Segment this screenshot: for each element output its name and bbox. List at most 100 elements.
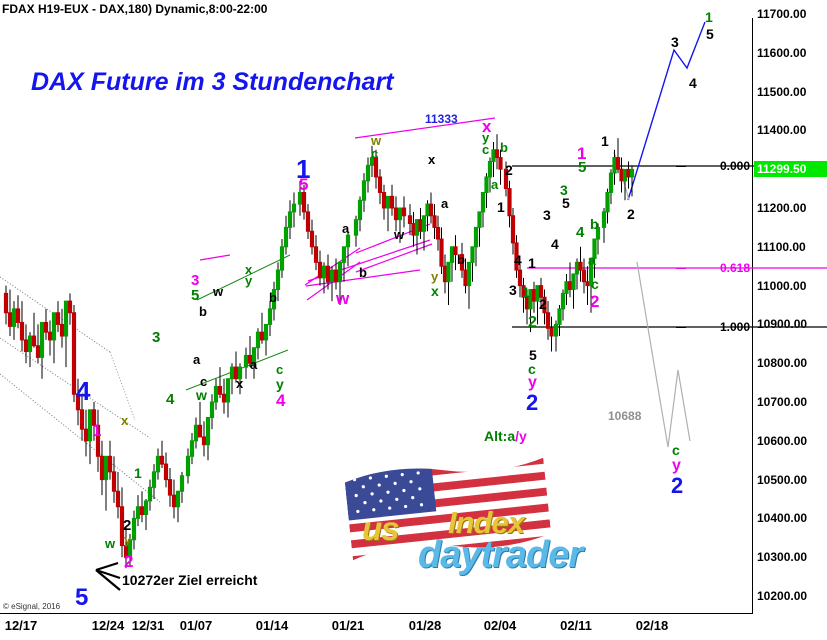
wave-label: x: [428, 152, 436, 167]
candle-body: [494, 149, 500, 159]
alt-suffix: y: [519, 428, 527, 444]
wave-label: 5: [75, 584, 89, 611]
wave-label: 5: [299, 175, 309, 194]
candle-body: [243, 354, 249, 368]
price-tick-label: 10400.00: [757, 511, 808, 526]
candle-body: [135, 506, 141, 519]
wave-label: c: [482, 142, 490, 157]
candle-body: [521, 285, 526, 298]
candle-body: [287, 211, 293, 228]
date-axis[interactable]: 12/17 12/24 12/31 01/07 01/14 01/21 01/28 02/04…: [0, 614, 827, 640]
wave-label: x: [482, 117, 492, 136]
wave-label: 1: [497, 199, 505, 215]
candle-body: [480, 191, 486, 213]
wave-label: c: [672, 442, 680, 458]
chart-plot-frame: [0, 18, 753, 614]
logo-text-index: Index: [448, 505, 525, 540]
candle-body: [131, 517, 137, 541]
candle-body: [439, 238, 444, 267]
wave-label: w: [105, 536, 116, 551]
date-tick-label: 01/07: [179, 618, 213, 633]
wave-label: b: [457, 252, 465, 267]
wave-label: 4: [166, 391, 175, 408]
candle-body: [389, 195, 395, 209]
candle-body: [491, 149, 496, 162]
wave-label: w: [371, 133, 382, 148]
candle-body: [3, 292, 9, 314]
candle-body: [407, 215, 413, 225]
candle-body: [605, 191, 610, 213]
wave-label: 2: [505, 162, 513, 178]
candle-body: [553, 323, 559, 337]
wave-label: w: [394, 227, 405, 242]
candle-body: [51, 312, 57, 341]
candle-body: [377, 176, 383, 193]
candle-body: [428, 203, 434, 217]
candle-body: [353, 219, 359, 236]
candle-body: [517, 269, 523, 287]
date-tick-label: 12/24: [91, 618, 125, 633]
wave-label: a: [250, 357, 258, 372]
target-reached-annotation: 10272er Ziel erreicht: [122, 572, 258, 588]
wave-label: 2: [627, 206, 635, 222]
candle-body: [432, 215, 437, 228]
candle-body: [619, 168, 624, 182]
wave-label: c: [591, 276, 599, 292]
candle-body: [171, 494, 177, 508]
candle-body: [564, 281, 569, 294]
wave-label: 1: [601, 133, 609, 149]
candle-body: [503, 168, 509, 190]
wave-label: 5: [578, 159, 587, 176]
candle-body: [31, 335, 37, 347]
candle-body: [201, 436, 207, 446]
candle-body: [305, 211, 311, 232]
candle-body: [35, 345, 41, 358]
candle-body: [507, 188, 512, 217]
wave-label: 3: [671, 34, 679, 50]
candle-body: [453, 246, 458, 256]
candle-body: [7, 312, 13, 327]
candle-body: [459, 254, 465, 271]
wave-label: 1: [296, 154, 311, 184]
fib-tick: [676, 166, 686, 167]
candle-body: [283, 226, 289, 248]
wave-label: 4: [276, 391, 286, 410]
candle-body: [595, 226, 601, 240]
price-axis[interactable]: 11700.00 11600.00 11500.00 11400.00 11200.00…: [753, 7, 827, 614]
candle-body: [442, 265, 448, 283]
candle-body: [601, 211, 607, 228]
wave-label: 5: [706, 26, 714, 42]
candle-body: [251, 347, 257, 364]
wave-label: b: [269, 290, 277, 305]
candle-body: [255, 331, 261, 349]
candle-body: [301, 191, 307, 213]
candle-body: [127, 539, 133, 558]
candle-body: [542, 296, 547, 314]
fib-ratio-label-0000: 0.000: [719, 159, 750, 173]
date-tick-label: 12/17: [4, 618, 38, 633]
candle-body: [259, 331, 265, 341]
candle-body: [514, 242, 519, 271]
candle-body: [111, 471, 117, 492]
candle-body: [233, 366, 239, 380]
candle-body: [67, 300, 73, 314]
candle-body: [139, 506, 145, 516]
price-tick-label: 10900.00: [757, 317, 808, 332]
candle-body: [365, 164, 371, 182]
wave-label: y: [482, 130, 490, 145]
fib-ratio-label-1000: 1.000: [719, 320, 750, 334]
candle-body: [612, 157, 617, 174]
candle-body: [393, 207, 399, 221]
candle-body: [321, 265, 327, 279]
wave-label: y: [124, 532, 132, 547]
candle-body: [75, 393, 81, 411]
price-tick-label: 10700.00: [757, 395, 808, 409]
candle-body: [466, 261, 472, 287]
wave-label: 4: [76, 376, 91, 406]
candle-body: [425, 203, 430, 217]
candle-body: [107, 455, 113, 473]
wave-label: w: [213, 284, 224, 299]
candle-body: [271, 288, 277, 310]
wave-label: w: [336, 289, 350, 308]
